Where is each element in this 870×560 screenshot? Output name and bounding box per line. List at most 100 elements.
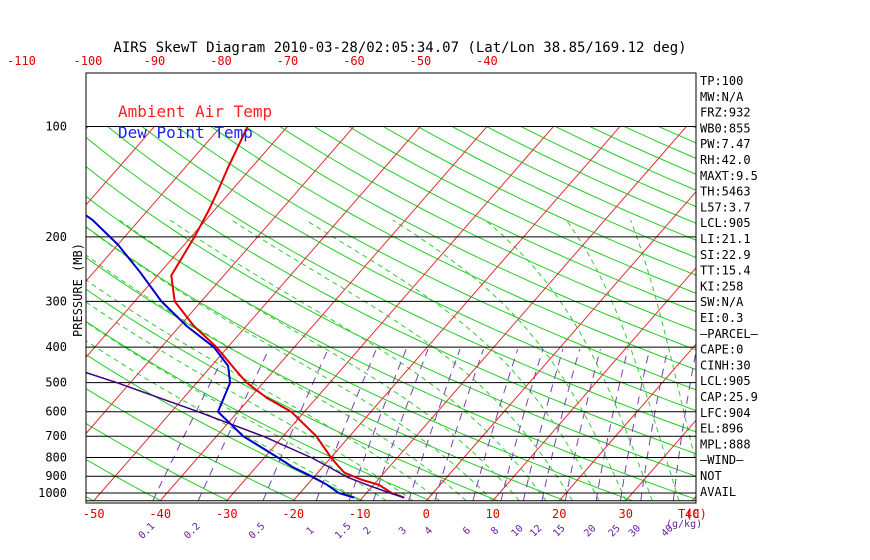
- mixing-ratio-label: 6: [461, 525, 473, 537]
- mixing-ratio-label: 2: [362, 525, 374, 537]
- dry-adiabat: [0, 127, 26, 501]
- top-temp-tick-label: -60: [343, 54, 365, 68]
- mixing-ratio-line: [348, 348, 407, 501]
- moist-adiabat: [231, 219, 573, 502]
- mixing-ratio-label: 1: [304, 525, 316, 537]
- chart-title: AIRS SkewT Diagram 2010-03-28/02:05:34.0…: [113, 40, 686, 56]
- dry-adiabat: [86, 165, 696, 477]
- moist-adiabat: [86, 226, 494, 502]
- bottom-temp-tick-label: -10: [349, 507, 371, 521]
- index-label: MPL:888: [700, 437, 751, 451]
- ambient-air-temp-line: [170, 126, 405, 499]
- dry-adiabat: [279, 126, 696, 332]
- mixing-ratio-line: [372, 348, 429, 501]
- index-label: LCL:905: [700, 216, 751, 230]
- mixing-ratio-label: 8: [489, 525, 501, 537]
- bottom-temp-tick-label: 20: [552, 507, 566, 521]
- moist-adiabat: [630, 219, 696, 465]
- isotherm: [425, 190, 696, 502]
- isotherm: [86, 126, 288, 359]
- pressure-tick-label: 100: [45, 120, 67, 134]
- y-axis-label: PRESSURE (MB): [71, 243, 85, 337]
- index-label: MW:N/A: [700, 90, 744, 104]
- mixing-ratio-line: [315, 348, 377, 501]
- top-temp-tick-label: -110: [7, 54, 36, 68]
- moist-adiabat: [170, 219, 547, 502]
- index-label: CINH:30: [700, 358, 751, 372]
- pressure-tick-label: 300: [45, 294, 67, 308]
- sounding-curves: [86, 126, 405, 499]
- index-label: NOT: [700, 469, 722, 483]
- index-label: AVAIL: [700, 485, 736, 499]
- isotherm: [759, 127, 870, 501]
- dry-adiabat: [210, 126, 696, 371]
- isotherm: [86, 126, 355, 435]
- mixing-ratio-label: 10: [509, 523, 525, 539]
- isotherm: [292, 126, 621, 502]
- dry-adiabat: [658, 126, 696, 144]
- isotherm: [93, 126, 421, 502]
- index-label: L57:3.7: [700, 200, 751, 214]
- pressure-tick-label: 900: [45, 469, 67, 483]
- parcel-path-line: [86, 371, 405, 499]
- isotherm: [558, 343, 696, 502]
- grid-lines: [0, 126, 870, 502]
- mixing-ratio-label: 25: [607, 523, 623, 539]
- mixing-ratio-label: 15: [551, 523, 567, 539]
- pressure-tick-label: 1000: [38, 486, 67, 500]
- mixing-ratio-label: 0.5: [247, 521, 268, 542]
- isotherm: [86, 126, 222, 282]
- dry-adiabat: [348, 126, 696, 294]
- isotherm: [625, 419, 696, 502]
- dry-adiabat: [86, 226, 633, 502]
- index-label: WB0:855: [700, 121, 751, 135]
- pressure-tick-label: 700: [45, 429, 67, 443]
- dry-adiabat: [451, 126, 696, 241]
- dry-adiabat: [86, 353, 364, 502]
- bottom-temp-tick-label: -50: [83, 507, 105, 521]
- legend: Ambient Air Temp Dew Point Temp: [118, 102, 272, 142]
- mixing-ratio-units: (g/kg): [666, 519, 702, 530]
- mixing-ratio-line: [408, 348, 461, 501]
- bottom-temp-tick-label: 30: [618, 507, 632, 521]
- moist-adiabat: [86, 254, 467, 502]
- dry-adiabat: [86, 458, 161, 502]
- x-axis-label: T(C): [678, 507, 707, 521]
- isotherm: [825, 127, 870, 501]
- top-temp-tick-label: -70: [277, 54, 299, 68]
- mixing-ratio-line: [522, 348, 564, 501]
- index-label: KI:258: [700, 279, 743, 293]
- dew-point-temp-line: [86, 214, 355, 499]
- top-temp-tick-label: -90: [144, 54, 166, 68]
- mixing-ratio-line: [472, 348, 519, 501]
- isotherm: [0, 127, 21, 501]
- mixing-ratio-line: [595, 348, 629, 501]
- mixing-ratio-label: 20: [582, 523, 598, 539]
- dry-adiabat: [86, 195, 696, 500]
- mixing-ratio-line: [541, 348, 581, 501]
- dry-adiabat: [176, 126, 696, 391]
- top-temp-tick-label: -80: [210, 54, 232, 68]
- index-label: LCL:905: [700, 374, 751, 388]
- moist-adiabat: [392, 219, 627, 501]
- mixing-ratio-label: 0.1: [137, 521, 158, 542]
- isotherm: [492, 267, 696, 502]
- dry-adiabat: [86, 257, 566, 502]
- pressure-tick-label: 200: [45, 230, 67, 244]
- mixing-ratio-line: [672, 349, 696, 501]
- mixing-ratio-label: 12: [528, 523, 544, 539]
- index-label: LFC:904: [700, 406, 751, 420]
- mixing-ratio-label: 3: [397, 525, 409, 537]
- dry-adiabat: [245, 126, 696, 351]
- moist-adiabat: [119, 219, 520, 502]
- index-label: FRZ:932: [700, 106, 751, 120]
- bottom-temp-tick-label: -30: [216, 507, 238, 521]
- top-temp-tick-label: -100: [74, 54, 103, 68]
- mixing-ratio-line: [500, 348, 544, 501]
- pressure-tick-label: 800: [45, 450, 67, 464]
- index-label: —WIND—: [700, 453, 744, 467]
- mixing-ratio-line: [564, 348, 601, 501]
- mixing-ratio-line: [434, 348, 484, 501]
- index-label: EL:896: [700, 422, 743, 436]
